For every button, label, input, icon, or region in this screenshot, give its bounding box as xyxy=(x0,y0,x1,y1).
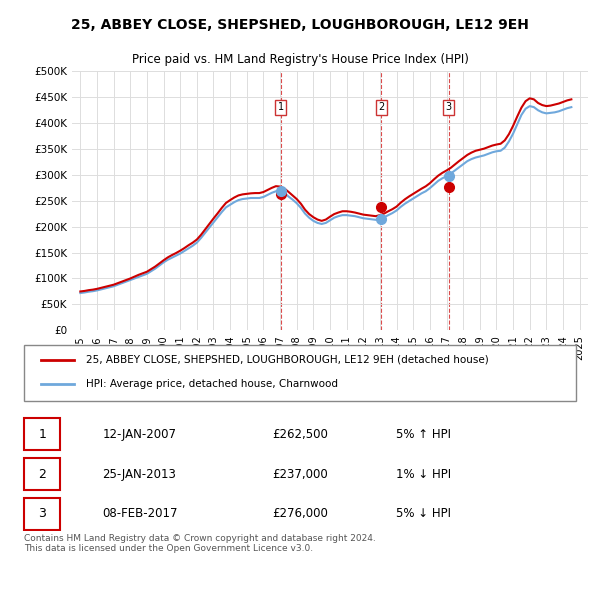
Text: 1: 1 xyxy=(38,428,46,441)
Text: 5% ↑ HPI: 5% ↑ HPI xyxy=(396,428,451,441)
Text: HPI: Average price, detached house, Charnwood: HPI: Average price, detached house, Char… xyxy=(86,379,338,389)
Text: £262,500: £262,500 xyxy=(272,428,328,441)
Text: 12-JAN-2007: 12-JAN-2007 xyxy=(103,428,176,441)
Text: 5% ↓ HPI: 5% ↓ HPI xyxy=(396,507,451,520)
Text: 2: 2 xyxy=(38,467,46,480)
Text: 25, ABBEY CLOSE, SHEPSHED, LOUGHBOROUGH, LE12 9EH (detached house): 25, ABBEY CLOSE, SHEPSHED, LOUGHBOROUGH,… xyxy=(86,355,488,365)
Text: £237,000: £237,000 xyxy=(272,467,328,480)
Text: 1: 1 xyxy=(278,102,284,112)
Text: 08-FEB-2017: 08-FEB-2017 xyxy=(103,507,178,520)
FancyBboxPatch shape xyxy=(23,497,60,530)
FancyBboxPatch shape xyxy=(23,418,60,451)
Text: 3: 3 xyxy=(38,507,46,520)
Text: Contains HM Land Registry data © Crown copyright and database right 2024.
This d: Contains HM Land Registry data © Crown c… xyxy=(23,533,376,553)
Text: 2: 2 xyxy=(378,102,384,112)
Text: 25-JAN-2013: 25-JAN-2013 xyxy=(103,467,176,480)
FancyBboxPatch shape xyxy=(23,458,60,490)
FancyBboxPatch shape xyxy=(23,345,577,401)
Text: Price paid vs. HM Land Registry's House Price Index (HPI): Price paid vs. HM Land Registry's House … xyxy=(131,53,469,66)
Text: £276,000: £276,000 xyxy=(272,507,328,520)
Text: 1% ↓ HPI: 1% ↓ HPI xyxy=(396,467,451,480)
Text: 3: 3 xyxy=(445,102,452,112)
Text: 25, ABBEY CLOSE, SHEPSHED, LOUGHBOROUGH, LE12 9EH: 25, ABBEY CLOSE, SHEPSHED, LOUGHBOROUGH,… xyxy=(71,18,529,32)
